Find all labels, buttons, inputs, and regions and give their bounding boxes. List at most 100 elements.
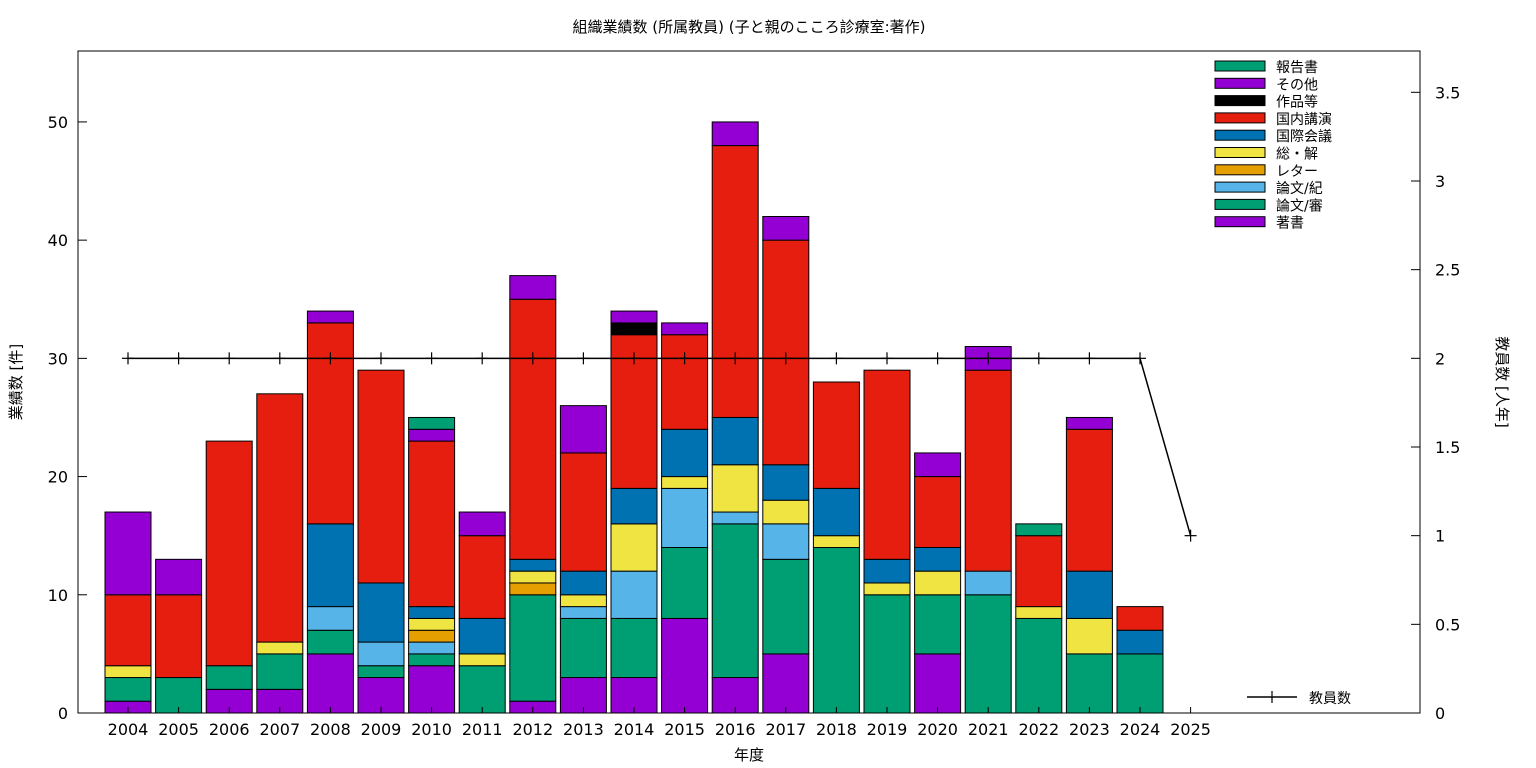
legend-swatch [1214,60,1266,72]
legend-swatch [1214,198,1266,210]
line-legend: 教員数 [1247,691,1351,707]
bar-segment [711,464,759,513]
bar-segment [610,487,658,525]
bar-segment [711,416,759,466]
bar-segment [661,322,709,336]
chart-title: 組織業績数 (所属教員) (子と親のこころ診療室:著作) [572,18,925,36]
y2-axis: 0 0.5 1 1.5 2 2.5 3 3.5 [1411,83,1460,723]
bar-segment [256,641,304,655]
bar-segment [205,665,253,690]
legend-label: レター [1276,164,1318,180]
bar-segment [610,617,658,679]
legend-label: 著書 [1276,216,1304,232]
bar-segment [1015,523,1063,537]
x-tick-label: 2012 [512,720,553,739]
y2-axis-label: 教員数 [人年] [1493,336,1511,427]
bar-segment [509,298,557,560]
legend-swatch [1214,95,1266,107]
x-tick-label: 2006 [209,720,250,739]
bar-segment [306,523,354,608]
x-tick-label: 2021 [968,720,1009,739]
bar-segment [914,653,962,714]
bar-segment [1015,606,1063,619]
bar-segment [711,121,759,147]
bar-segment [104,594,152,667]
x-tick-label: 2014 [614,720,655,739]
bar-segment [914,547,962,572]
bar-segment [1065,416,1113,430]
bar-segment [661,428,709,478]
y2-tick-label: 0 [1435,704,1445,723]
bar-segment [711,523,759,679]
y2-tick-label: 1.5 [1435,438,1460,457]
legend-label: 総・解 [1276,147,1318,163]
bar-segment [1116,629,1164,655]
y2-tick-label: 2.5 [1435,261,1460,280]
bar-segment [914,570,962,596]
x-tick-label: 2005 [158,720,199,739]
bar-segment [1065,428,1113,572]
bar-segment [458,617,506,655]
bar-segment [863,558,911,584]
bar-segment [408,629,456,643]
x-tick-label: 2023 [1069,720,1110,739]
bar-segment [408,440,456,608]
x-tick-label: 2010 [411,720,452,739]
bar-segment [256,653,304,690]
bar-segment [408,653,456,667]
x-tick-label: 2016 [715,720,756,739]
y-tick-label: 10 [48,586,68,605]
bar-segment [863,582,911,596]
bar-segment [914,452,962,478]
bar-segment [762,216,810,241]
bar-segment [306,606,354,631]
bar-segment [408,617,456,631]
legend-swatch [1214,147,1266,158]
x-tick-label: 2018 [816,720,857,739]
faculty-line-layer [122,352,1197,542]
bar-segment [1065,570,1113,619]
x-tick-label: 2022 [1018,720,1059,739]
bar-segment [863,594,911,714]
y2-tick-label: 3 [1435,172,1445,191]
legend-label: 論文/審 [1276,198,1323,214]
bar-segment [762,499,810,525]
bar-segment [610,523,658,572]
x-tick-label: 2011 [462,720,503,739]
x-tick-label: 2025 [1170,720,1211,739]
legend-label: 作品等 [1276,94,1318,111]
bar-segment [155,594,203,679]
legend-label: 国内講演 [1276,112,1332,128]
bar-segment [610,570,658,619]
y-tick-label: 50 [48,113,68,132]
y2-tick-label: 2 [1435,349,1445,368]
bar-segment [104,677,152,702]
bar-segment [357,582,405,643]
bar-segment [408,641,456,655]
bar-segment [863,369,911,560]
bar-segment [408,665,456,714]
x-axis: 2004 2005 2006 2007 2008 2009 2010 2011 2012 2013… [108,707,1211,739]
legend-swatch [1214,129,1266,141]
legend-label: 論文/紀 [1276,181,1323,197]
bar-segment [610,322,658,336]
bar-segment [256,393,304,643]
y-axis: 0 10 20 30 40 50 [48,113,87,723]
bar-segment [509,275,557,300]
legend-swatch [1214,112,1266,124]
x-tick-label: 2024 [1120,720,1161,739]
bar-segment [306,629,354,655]
bar-segment [104,665,152,679]
bar-segment [155,558,203,596]
y-tick-label: 30 [48,349,68,368]
plot-frame [77,50,1421,714]
bar-segment [205,440,253,667]
y2-tick-label: 1 [1435,527,1445,546]
bar-layer [104,121,1164,714]
bar-segment [357,665,405,679]
bar-segment [661,476,709,489]
bar-segment [559,617,607,679]
legend-swatch [1214,216,1266,228]
bar-segment [509,570,557,584]
